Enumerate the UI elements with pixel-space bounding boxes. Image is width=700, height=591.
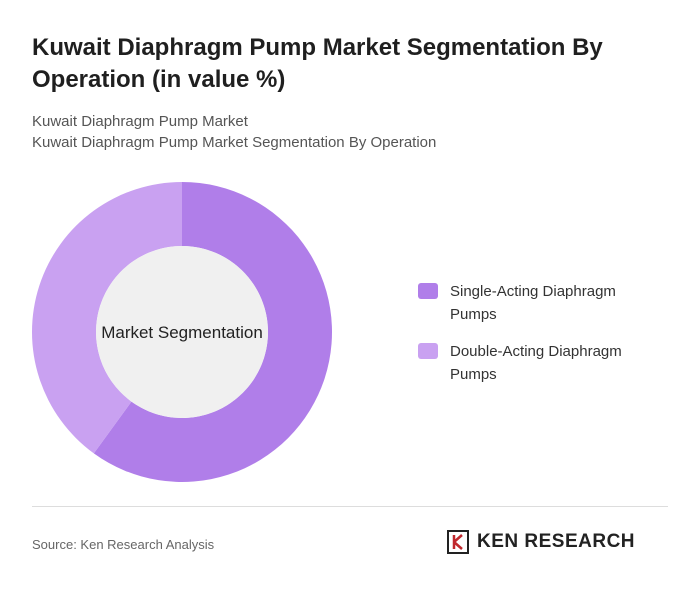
brand-logo: KEN RESEARCH (447, 530, 635, 554)
center-label: Market Segmentation (101, 323, 263, 342)
legend-label: Double-Acting Diaphragm Pumps (450, 343, 622, 383)
donut-chart: Market Segmentation (32, 182, 332, 482)
donut-hole (96, 246, 268, 418)
legend: Single-Acting Diaphragm Pumps Double-Acti… (418, 280, 668, 400)
chart-title: Kuwait Diaphragm Pump Market Segmentatio… (32, 34, 603, 93)
legend-item: Single-Acting Diaphragm Pumps (418, 280, 668, 326)
subtitle: Kuwait Diaphragm Pump Market (32, 113, 248, 130)
brand-name: KEN RESEARCH (477, 531, 636, 552)
donut-segment (93, 182, 332, 482)
subtitle: Kuwait Diaphragm Pump Market Segmentatio… (32, 134, 437, 151)
donut-segment (32, 182, 183, 454)
legend-label: Single-Acting Diaphragm Pumps (450, 283, 616, 323)
legend-swatch (418, 283, 438, 299)
legend-item: Double-Acting Diaphragm Pumps (418, 340, 668, 386)
legend-swatch (418, 343, 438, 359)
divider (32, 506, 668, 507)
logo-icon (447, 530, 469, 554)
source: Source: Ken Research Analysis (32, 537, 215, 552)
